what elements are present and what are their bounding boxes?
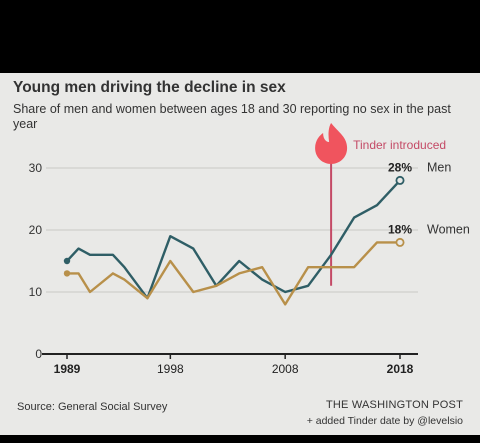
y-tick-label: 10 <box>29 285 43 299</box>
source-note: Source: General Social Survey <box>17 401 168 413</box>
chart-card: Young men driving the decline in sex Sha… <box>0 73 480 435</box>
chart-title: Young men driving the decline in sex <box>13 79 286 96</box>
series-end-point <box>395 237 405 247</box>
y-tick-label: 0 <box>35 347 42 361</box>
x-tick-label: 2018 <box>387 362 414 376</box>
line-chart: 0 10 20 30 1989 1998 2008 2018 Tinder introduced… <box>29 123 470 376</box>
y-tick-label: 30 <box>29 161 43 175</box>
series-start-point <box>63 257 71 265</box>
flame-icon <box>315 123 348 164</box>
tinder-annotation: Tinder introduced <box>353 138 446 152</box>
x-tick-label: 1998 <box>157 362 184 376</box>
chart-subtitle: Share of men and women between ages 18 a… <box>13 102 451 131</box>
series-name-label: Women <box>427 222 470 236</box>
x-tick-label: 1989 <box>54 362 81 376</box>
series-end-value: 28% <box>388 160 412 174</box>
series-name-label: Men <box>427 160 451 174</box>
credit-note: + added Tinder date by @levelsio <box>306 415 463 427</box>
series-end-value: 18% <box>388 222 412 236</box>
series-line-women <box>67 241 400 306</box>
series-end-point <box>395 175 405 185</box>
y-tick-label: 20 <box>29 223 43 237</box>
publisher-label: THE WASHINGTON POST <box>325 399 463 411</box>
series-start-point <box>63 270 71 277</box>
x-tick-label: 2008 <box>272 362 299 376</box>
series-line-men <box>66 179 401 300</box>
